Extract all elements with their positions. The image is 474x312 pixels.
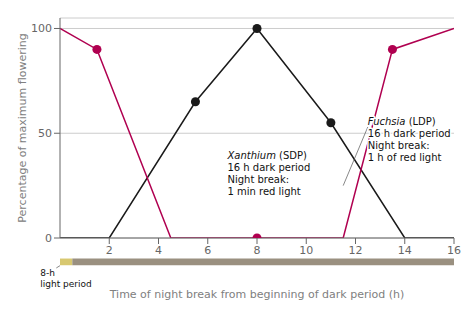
svg-text:2: 2 bbox=[106, 244, 113, 257]
svg-text:Fuchsia (LDP)16 h dark periodN: Fuchsia (LDP)16 h dark periodNight break… bbox=[368, 116, 451, 163]
svg-text:6: 6 bbox=[204, 244, 211, 257]
svg-text:4: 4 bbox=[155, 244, 162, 257]
svg-text:10: 10 bbox=[299, 244, 313, 257]
svg-text:Time of night break from begin: Time of night break from beginning of da… bbox=[109, 288, 405, 301]
svg-text:Percentage of maximum flowerin: Percentage of maximum flowering bbox=[16, 33, 29, 222]
svg-text:12: 12 bbox=[349, 244, 363, 257]
svg-text:0: 0 bbox=[45, 232, 52, 245]
svg-text:Xanthium (SDP)16 h dark period: Xanthium (SDP)16 h dark periodNight brea… bbox=[226, 150, 310, 197]
svg-text:8-hlight period: 8-hlight period bbox=[40, 268, 91, 289]
svg-text:100: 100 bbox=[31, 22, 52, 35]
svg-text:14: 14 bbox=[398, 244, 412, 257]
svg-text:16: 16 bbox=[447, 244, 461, 257]
svg-text:8: 8 bbox=[254, 244, 261, 257]
svg-text:50: 50 bbox=[38, 127, 52, 140]
